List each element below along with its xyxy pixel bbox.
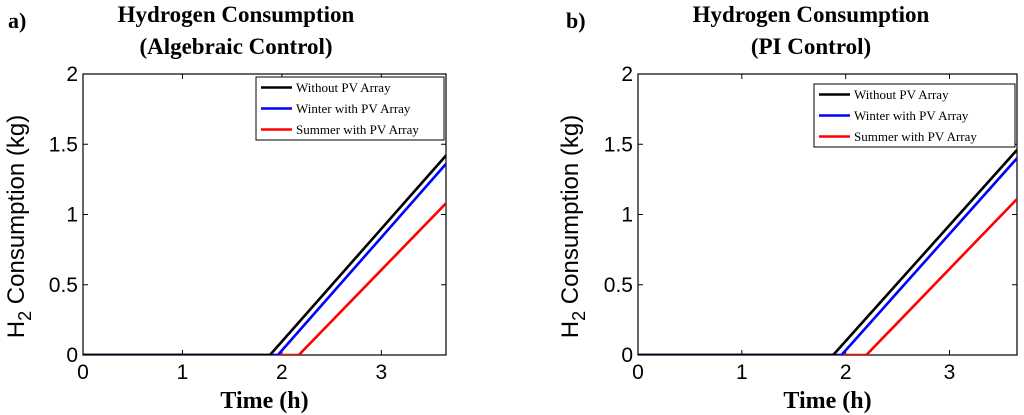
legend: Without PV Array Winter with PV Array Summ… [255,76,445,141]
legend-label: Without PV Array [296,80,391,95]
legend-label: Summer with PV Array [854,129,977,144]
legend-label: Winter with PV Array [854,108,969,123]
legend-label: Winter with PV Array [296,101,411,116]
y-tick-label: 0 [66,344,78,367]
y-tick-label: 1.5 [604,133,633,156]
series-line [83,154,446,355]
chart-title-line: (Algebraic Control) [139,34,332,59]
x-axis-label: Time (h) [783,388,871,414]
chart-panel-b: b) Hydrogen Consumption (PI Control) 0 0.5 1 1… [557,2,1018,414]
chart-title-line: Hydrogen Consumption [693,2,930,27]
y-tick-label: 0.5 [604,274,633,297]
y-tick-label: 0.5 [49,274,78,297]
legend-label: Without PV Array [854,87,949,102]
x-tick-label: 0 [77,361,89,384]
panel-label: b) [566,8,586,33]
series-group [638,149,1017,355]
series-line [83,202,446,355]
series-line [638,157,1017,355]
chart-title-line: (PI Control) [751,34,871,59]
y-tick-label: 1.5 [49,133,78,156]
y-axis-label: H2 Consumption (kg) [557,115,589,338]
x-tick-label: 1 [177,361,189,384]
y-tick-label: 0 [621,344,633,367]
y-tick-label: 1 [621,204,633,227]
x-tick-label: 3 [376,361,388,384]
y-tick-label: 2 [66,63,78,86]
x-tick-label: 2 [276,361,288,384]
y-tick-label: 2 [621,63,633,86]
x-tick-label: 1 [736,361,748,384]
x-tick-label: 3 [944,361,956,384]
series-group [83,154,446,355]
series-line [638,149,1017,355]
y-tick-label: 1 [66,204,78,227]
series-line [638,198,1017,355]
legend: Without PV Array Winter with PV Array Summ… [813,83,1016,148]
chart-panel-a: a) Hydrogen Consumption (Algebraic Control… [3,2,447,414]
x-tick-label: 2 [840,361,852,384]
x-axis-label: Time (h) [220,388,308,414]
legend-label: Summer with PV Array [296,122,419,137]
chart-title-line: Hydrogen Consumption [118,2,355,27]
x-tick-label: 0 [632,361,644,384]
series-line [83,163,446,355]
y-axis-label: H2 Consumption (kg) [3,115,35,338]
panel-label: a) [8,8,26,33]
